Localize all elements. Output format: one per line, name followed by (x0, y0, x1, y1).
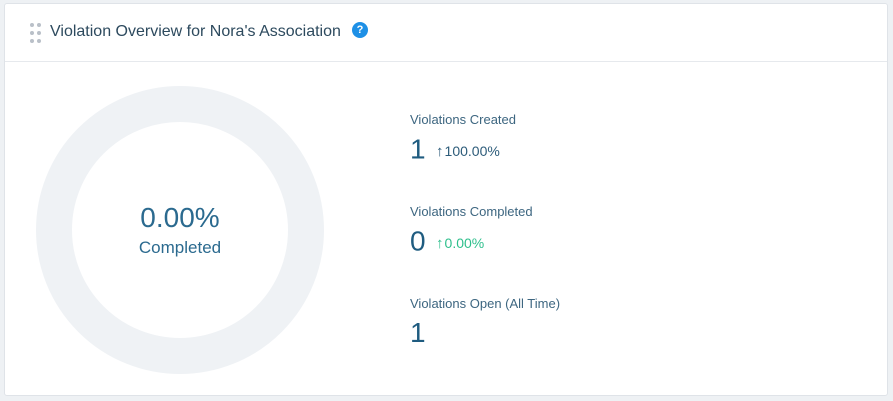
donut-center: 0.00% Completed (36, 202, 324, 260)
stat-value: 0 (410, 225, 426, 257)
arrow-up-icon: ↑ (436, 235, 444, 252)
completion-donut-chart: 0.00% Completed (36, 86, 324, 374)
stat-violations-completed: Violations Completed 0 ↑0.00% (410, 204, 533, 258)
stat-value: 1 (410, 317, 426, 348)
completed-label: Completed (138, 238, 222, 257)
stat-violations-created: Violations Created 1 ↑100.00% (410, 112, 516, 166)
stat-violations-open: Violations Open (All Time) 1 (410, 296, 560, 349)
violation-overview-card: Violation Overview for Nora's Associatio… (4, 3, 888, 396)
drag-handle-icon[interactable] (30, 23, 42, 43)
stat-value: 1 (410, 133, 426, 165)
stat-change-value: 100.00% (444, 143, 500, 159)
donut-track (36, 86, 324, 374)
widget-title: Violation Overview for Nora's Associatio… (50, 23, 341, 40)
stat-change-value: 0.00% (444, 235, 485, 251)
stat-label: Violations Created (410, 112, 516, 127)
stat-change: ↑0.00% (436, 227, 484, 260)
stat-label: Violations Open (All Time) (410, 296, 561, 311)
stat-change: ↑100.00% (436, 135, 500, 168)
completed-percent: 0.00% (140, 202, 220, 233)
donut-svg (36, 86, 324, 374)
card-header: Violation Overview for Nora's Associatio… (5, 4, 887, 62)
question-circle-icon[interactable]: ? (352, 22, 368, 38)
stat-label: Violations Completed (410, 204, 533, 219)
arrow-up-icon: ↑ (436, 143, 444, 160)
